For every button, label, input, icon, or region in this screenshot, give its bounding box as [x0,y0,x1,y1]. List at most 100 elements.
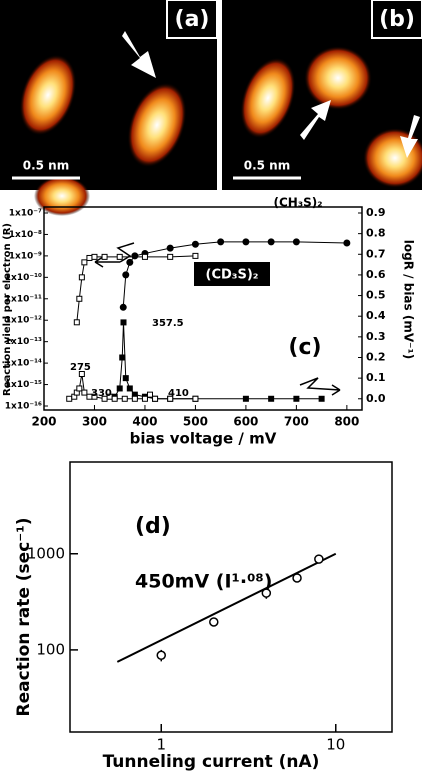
marker [119,303,127,311]
y-tick-label: 1x10⁻¹² [5,316,42,326]
x-tick-label: 800 [334,415,359,429]
x-tick-label: 600 [233,415,258,429]
marker [116,385,123,392]
marker [81,259,88,266]
x-tick-label: 400 [132,415,157,429]
marker [101,253,108,260]
marker [261,588,272,598]
y2-tick-label: 0.7 [366,247,386,260]
marker [141,395,148,402]
x-tick-label: 1 [156,736,166,754]
marker [156,650,167,660]
marker [122,271,130,279]
marker [119,354,126,361]
panel-label: (c) [288,335,321,360]
marker [91,253,98,260]
x-tick-label: 300 [82,415,107,429]
marker [343,239,351,247]
marker [191,240,199,248]
marker [268,395,275,402]
marker [131,395,138,402]
fit-line [116,552,337,663]
x-tick-label: 700 [284,415,309,429]
peak-label: 357.5 [152,318,184,329]
y-tick-label: 1x10⁻⁷ [9,209,42,219]
y2-axis-label: logR / bias (mV⁻¹) [402,240,416,359]
marker [76,295,83,302]
y-tick-label: 1x10⁻¹⁰ [5,273,42,283]
scale-bar-label: 0.5 nm [23,159,69,173]
y2-tick-label: 0.5 [366,289,386,302]
panel-label: (b) [379,7,415,32]
stm-image-a: (a) 0.5 nm [0,0,218,216]
legend-box [194,262,270,286]
marker [293,395,300,402]
marker [121,395,128,402]
y-tick-label: 1x10⁻¹⁵ [5,380,42,390]
y-tick-label: 100 [36,640,65,658]
panel-label: (a) [175,7,210,32]
x-axis-label: bias voltage / mV [130,430,277,448]
x-axis-label: Tunneling current (nA) [103,752,320,772]
y2-tick-label: 0.6 [366,268,386,281]
marker [73,319,80,326]
marker [152,395,159,402]
marker [126,385,133,392]
y2-tick-label: 0.0 [366,392,386,405]
y2-tick-label: 0.4 [366,309,386,322]
y2-tick-label: 0.1 [366,371,386,384]
marker [76,385,83,392]
marker [192,252,199,259]
plot-frame [69,461,393,733]
y2-tick-label: 0.8 [366,227,386,240]
x-tick-label: 200 [31,415,56,429]
legend-label: (CD₃S)₂ [206,268,259,283]
peak-label: 410 [168,388,189,399]
y-tick-label: 1x10⁻¹⁴ [5,359,42,369]
marker [81,389,88,396]
plot-frame [43,206,363,411]
marker [167,253,174,260]
marker [147,391,153,398]
marker [318,395,325,402]
scale-bar-label: 0.5 nm [244,159,290,173]
marker [141,253,148,260]
y-axis-label: Reaction yield per electron (R) [2,223,13,396]
axis-arrow [299,377,341,396]
series-line [114,322,322,400]
marker [116,253,123,260]
y-axis-label: Reaction rate (sec⁻¹) [14,518,34,717]
y-tick-label: 1x10⁻⁸ [9,230,42,240]
marker [217,238,225,246]
marker [167,395,174,402]
marker [86,254,93,261]
fit-label: 450mV (I¹·⁰⁸) [135,571,272,593]
marker [122,375,129,382]
marker [131,252,139,260]
y-tick-label: 1x10⁻¹¹ [5,294,42,304]
marker [209,617,219,627]
axis-arrow [94,242,135,268]
marker [166,244,174,252]
y2-tick-label: 0.3 [366,330,386,343]
marker [126,258,134,266]
marker [66,395,73,402]
marker [111,395,118,402]
marker [78,371,85,378]
marker [267,238,275,246]
x-tick-label: 10 [326,736,345,754]
series-line [76,255,196,323]
y2-tick-label: 0.2 [366,350,386,363]
peak-label: 275 [70,362,91,373]
y-tick-label: 1x10⁻⁹ [9,251,42,261]
marker [242,395,249,402]
y-tick-label: 1000 [27,544,65,562]
legend-label: (CH₃S)₂ [274,196,323,210]
peak-label: 330 [91,388,112,399]
marker [314,554,324,564]
y2-tick-label: 0.9 [366,206,386,219]
marker [192,395,199,402]
marker [120,319,127,326]
